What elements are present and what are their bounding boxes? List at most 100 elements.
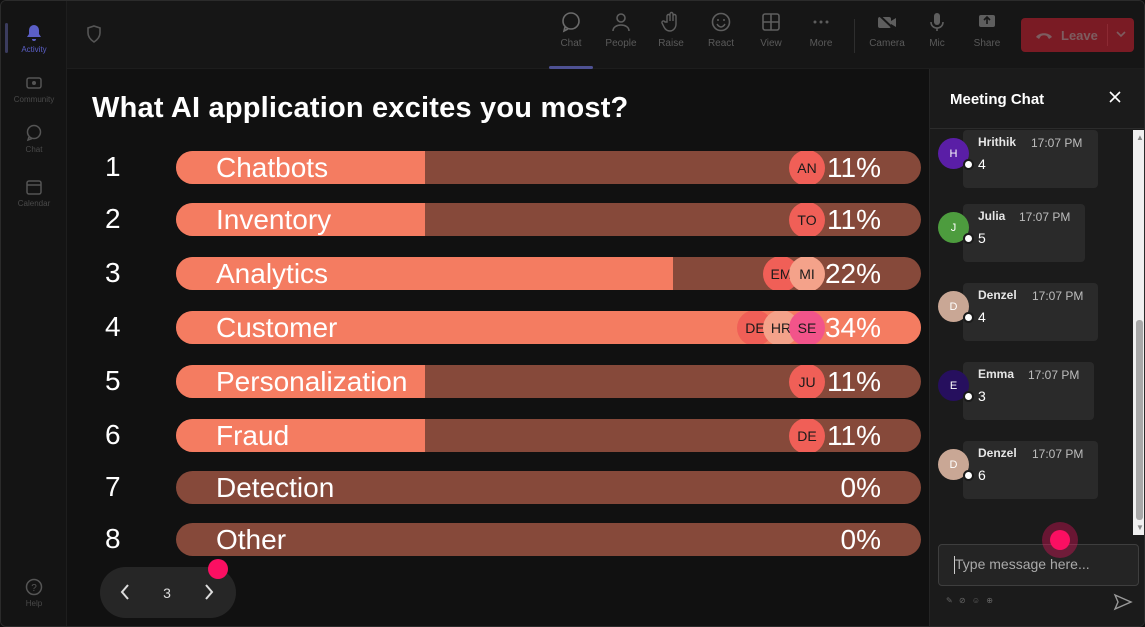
app-rail: Activity Community Chat Calendar ? Help	[1, 1, 67, 626]
option-bar: Personalization 11% JU	[176, 365, 921, 398]
cursor-indicator	[208, 559, 228, 579]
voter-avatar[interactable]: MI	[789, 257, 825, 290]
calendar-icon	[26, 179, 42, 195]
rail-label: Calendar	[17, 198, 51, 208]
chevron-down-icon[interactable]	[1114, 27, 1128, 41]
toolbar-label: Raise	[658, 38, 684, 49]
sender-name: Denzel	[978, 288, 1017, 302]
toolbar-more-button[interactable]: More	[799, 11, 843, 61]
option-percent: 22%	[824, 258, 881, 289]
message-bubble: Julia 17:07 PM 5	[963, 204, 1085, 262]
meeting-chat-panel: Meeting Chat Hrithik 17:07 PM 4 H Julia 17:07…	[929, 69, 1144, 626]
message-time: 17:07 PM	[1031, 136, 1083, 150]
voter-avatar[interactable]: JU	[789, 365, 825, 398]
rail-activity[interactable]: Activity	[1, 13, 67, 63]
option-bar-fill	[176, 419, 425, 452]
poll-option-row: 3 Analytics 22% EM MI	[67, 255, 929, 291]
message-time: 17:07 PM	[1032, 447, 1084, 461]
message-time: 17:07 PM	[1019, 210, 1071, 224]
toolbar-react-button[interactable]: React	[699, 11, 743, 61]
rail-community[interactable]: Community	[1, 63, 67, 113]
voter-avatars: JU	[789, 365, 825, 398]
people-icon	[612, 13, 630, 32]
toolbar-view-button[interactable]: View	[749, 11, 793, 61]
chat-format-tools[interactable]: ✎ ⊘ ☺ ⊕	[946, 596, 995, 605]
message-text: 3	[978, 388, 986, 404]
option-label: Customer	[216, 312, 338, 343]
toolbar-label: More	[809, 38, 833, 49]
option-percent: 0%	[840, 524, 881, 555]
send-icon[interactable]	[1113, 593, 1133, 611]
option-bar-fill	[176, 151, 425, 184]
option-percent: 11%	[827, 152, 881, 183]
rail-help[interactable]: ? Help	[1, 567, 67, 617]
option-number: 6	[105, 419, 121, 450]
chat-message-input[interactable]: Type message here...	[938, 544, 1139, 586]
chat-header: Meeting Chat	[930, 69, 1144, 129]
rail-calendar[interactable]: Calendar	[1, 167, 67, 217]
page-number: 3	[163, 584, 171, 601]
scroll-up-icon[interactable]: ▲	[1136, 133, 1144, 142]
option-bar: Other 0%	[176, 523, 921, 556]
mic-icon	[930, 13, 944, 31]
rail-label: Chat	[25, 144, 43, 154]
raise-hand-icon	[661, 11, 677, 32]
toolbar-raise-button[interactable]: Raise	[649, 11, 693, 61]
toolbar-share-button[interactable]: Share	[965, 11, 1009, 61]
message-text: 6	[978, 467, 986, 483]
chat-message: Julia 17:07 PM 5 J	[930, 204, 1130, 268]
chevron-left-icon[interactable]	[118, 581, 132, 603]
option-number: 1	[105, 151, 121, 182]
toolbar-label: Camera	[869, 38, 905, 49]
option-percent: 11%	[827, 366, 881, 397]
toolbar-divider	[854, 19, 855, 53]
voter-avatar[interactable]: DE	[789, 419, 825, 452]
option-percent: 0%	[840, 472, 881, 503]
toolbar-people-button[interactable]: People	[599, 11, 643, 61]
leave-button[interactable]: Leave	[1021, 18, 1134, 52]
chat-message: Hrithik 17:07 PM 4 H	[930, 130, 1130, 194]
poll-option-row: 8 Other 0%	[67, 521, 929, 557]
presence-status	[963, 312, 974, 323]
chat-icon	[562, 12, 580, 33]
sender-name: Emma	[978, 367, 1015, 381]
rail-label: Help	[25, 598, 43, 608]
sender-name: Julia	[978, 209, 1006, 223]
voter-avatar[interactable]: AN	[789, 151, 825, 184]
option-label: Inventory	[216, 204, 332, 235]
option-percent: 11%	[827, 420, 881, 451]
message-bubble: Hrithik 17:07 PM 4	[963, 130, 1098, 188]
voter-avatar[interactable]: SE	[789, 311, 825, 344]
bell-icon	[27, 24, 41, 41]
toolbar-mic-button[interactable]: Mic	[915, 11, 959, 61]
svg-text:?: ?	[31, 583, 37, 594]
scroll-down-icon[interactable]: ▼	[1136, 523, 1144, 532]
presence-status	[963, 159, 974, 170]
option-percent: 34%	[824, 312, 881, 343]
toolbar-label: Mic	[929, 38, 945, 49]
more-icon	[813, 20, 829, 24]
toolbar-camera-button[interactable]: Camera	[865, 11, 909, 61]
scroll-thumb[interactable]	[1136, 320, 1143, 520]
message-time: 17:07 PM	[1032, 289, 1084, 303]
chat-icon	[26, 124, 42, 141]
shield-icon	[87, 25, 101, 43]
voter-avatar[interactable]: TO	[789, 203, 825, 236]
hang-up-icon	[1036, 33, 1052, 39]
voter-avatars: EM MI	[763, 257, 825, 290]
presence-status	[963, 233, 974, 244]
option-number: 3	[105, 257, 121, 288]
camera-off-icon	[877, 13, 897, 32]
close-icon[interactable]	[1108, 90, 1122, 104]
option-label: Chatbots	[216, 152, 329, 183]
rail-chat[interactable]: Chat	[1, 113, 67, 163]
chat-scrollbar[interactable]: ▲ ▼	[1133, 130, 1144, 535]
toolbar-chat-button[interactable]: Chat	[549, 11, 593, 69]
option-label: Personalization	[216, 366, 408, 397]
message-time: 17:07 PM	[1028, 368, 1080, 382]
help-icon: ?	[25, 578, 43, 595]
chat-messages: Hrithik 17:07 PM 4 H Julia 17:07 PM 5 J Denzel 17…	[930, 130, 1133, 535]
chevron-right-icon[interactable]	[202, 581, 216, 603]
chat-message: Denzel 17:07 PM 4 D	[930, 283, 1130, 347]
